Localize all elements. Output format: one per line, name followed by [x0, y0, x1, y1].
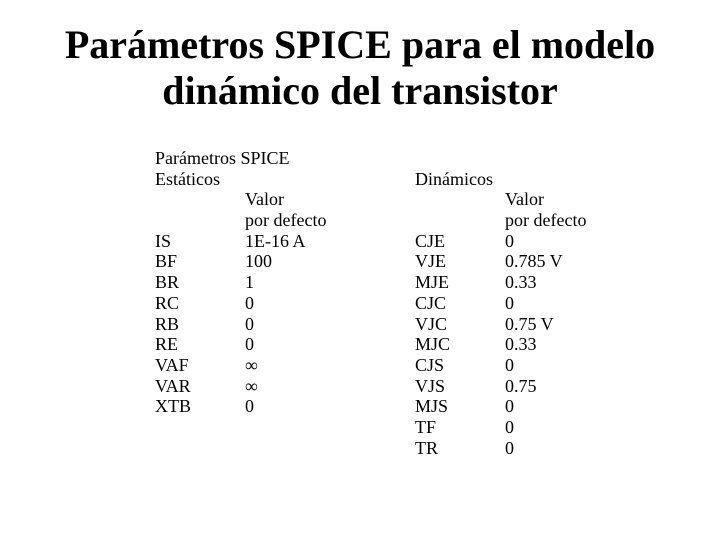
param-value: 0: [505, 355, 655, 376]
static-value-label-2: por defecto: [245, 210, 326, 231]
param-name: RE: [155, 334, 245, 355]
param-value: 100: [245, 251, 395, 272]
param-name: TF: [415, 417, 505, 438]
param-value: 0: [245, 314, 395, 335]
param-value: 0: [245, 334, 395, 355]
param-name: VJS: [415, 376, 505, 397]
param-value: ∞: [245, 376, 395, 397]
param-name: MJS: [415, 396, 505, 417]
param-value: 0.33: [505, 334, 655, 355]
static-column: Estáticos Valor por defecto IS1E-16 ABF1…: [155, 169, 415, 459]
param-name: MJE: [415, 272, 505, 293]
dynamic-column: Dinámicos Valor por defecto CJE0VJE0.785…: [415, 169, 675, 459]
param-value: 0.75 V: [505, 314, 655, 335]
param-row: IS1E-16 A: [155, 231, 415, 252]
param-row: TF0: [415, 417, 675, 438]
param-value: 0.33: [505, 272, 655, 293]
dynamic-value-label-1: Valor: [505, 189, 586, 210]
param-value: 0: [505, 438, 655, 459]
param-name: MJC: [415, 334, 505, 355]
param-value: 0: [505, 231, 655, 252]
param-row: XTB0: [155, 396, 415, 417]
static-value-label-1: Valor: [245, 189, 326, 210]
param-name: VJE: [415, 251, 505, 272]
param-row: RC0: [155, 293, 415, 314]
dynamic-rows: CJE0VJE0.785 VMJE0.33CJC0VJC0.75 VMJC0.3…: [415, 231, 675, 459]
param-value: ∞: [245, 355, 395, 376]
param-name: CJS: [415, 355, 505, 376]
param-row: MJS0: [415, 396, 675, 417]
param-value: 0: [505, 293, 655, 314]
param-value: 0: [245, 293, 395, 314]
param-value: 0: [505, 396, 655, 417]
param-name: BF: [155, 251, 245, 272]
param-row: VJE0.785 V: [415, 251, 675, 272]
param-row: TR0: [415, 438, 675, 459]
param-value: 0: [505, 417, 655, 438]
section-main-heading: Parámetros SPICE: [155, 148, 675, 169]
content-area: Parámetros SPICE Estáticos Valor por def…: [155, 148, 675, 458]
param-value: 1: [245, 272, 395, 293]
param-name: CJC: [415, 293, 505, 314]
param-row: VAR∞: [155, 376, 415, 397]
param-value: 0: [245, 396, 395, 417]
param-name: RB: [155, 314, 245, 335]
param-row: RE0: [155, 334, 415, 355]
param-name: VAR: [155, 376, 245, 397]
param-row: CJS0: [415, 355, 675, 376]
param-row: VJS0.75: [415, 376, 675, 397]
dynamic-value-label-2: por defecto: [505, 210, 586, 231]
static-subhead-spacer: [155, 189, 245, 230]
static-heading: Estáticos: [155, 169, 415, 190]
param-row: CJE0: [415, 231, 675, 252]
param-name: VJC: [415, 314, 505, 335]
param-name: XTB: [155, 396, 245, 417]
param-name: CJE: [415, 231, 505, 252]
param-row: BF100: [155, 251, 415, 272]
param-row: RB0: [155, 314, 415, 335]
param-name: VAF: [155, 355, 245, 376]
dynamic-subhead-spacer: [415, 189, 505, 230]
param-name: TR: [415, 438, 505, 459]
param-row: MJE0.33: [415, 272, 675, 293]
slide-title: Parámetros SPICE para el modelo dinámico…: [30, 0, 690, 114]
dynamic-heading: Dinámicos: [415, 169, 675, 190]
static-rows: IS1E-16 ABF100BR1RC0RB0RE0VAF∞VAR∞XTB0: [155, 231, 415, 417]
param-row: VAF∞: [155, 355, 415, 376]
param-name: RC: [155, 293, 245, 314]
param-value: 0.785 V: [505, 251, 655, 272]
param-value: 0.75: [505, 376, 655, 397]
param-row: BR1: [155, 272, 415, 293]
param-row: CJC0: [415, 293, 675, 314]
param-name: BR: [155, 272, 245, 293]
param-row: MJC0.33: [415, 334, 675, 355]
param-value: 1E-16 A: [245, 231, 395, 252]
param-name: IS: [155, 231, 245, 252]
param-row: VJC0.75 V: [415, 314, 675, 335]
